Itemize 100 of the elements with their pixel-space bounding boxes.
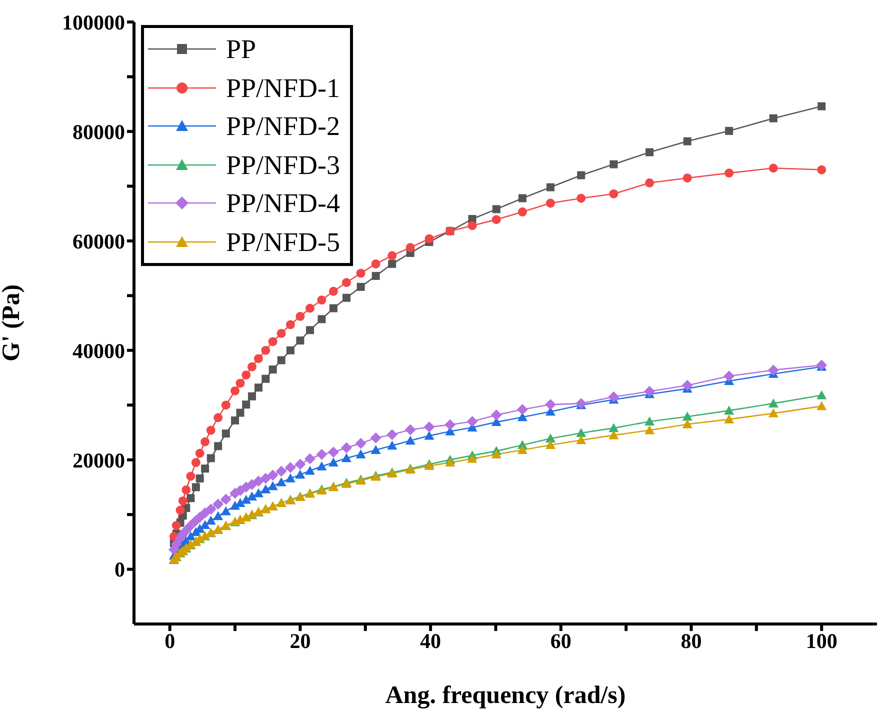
y-tick-label: 0 — [114, 558, 125, 582]
point — [683, 137, 692, 146]
point — [286, 346, 294, 354]
point — [769, 114, 778, 122]
x-tick-label: 80 — [680, 628, 702, 653]
point — [295, 470, 306, 479]
point — [220, 506, 231, 516]
point — [342, 278, 351, 287]
point — [306, 326, 314, 334]
x-tick-label: 20 — [290, 628, 311, 653]
point — [214, 413, 223, 422]
point — [342, 294, 350, 302]
point — [200, 437, 210, 446]
point — [248, 392, 256, 400]
point — [214, 442, 222, 450]
point — [191, 458, 200, 468]
x-tick-label: 60 — [550, 628, 572, 653]
point — [254, 384, 262, 392]
point — [201, 464, 210, 473]
point — [424, 421, 435, 432]
point — [205, 504, 216, 515]
point — [236, 378, 245, 388]
point — [356, 282, 365, 291]
point — [261, 346, 270, 355]
point — [186, 472, 196, 481]
point — [328, 446, 339, 458]
point — [518, 194, 526, 202]
point — [246, 491, 257, 500]
point — [340, 442, 352, 454]
point — [192, 483, 200, 492]
point — [724, 414, 734, 424]
point — [387, 440, 398, 450]
point — [724, 406, 734, 415]
point — [200, 520, 210, 529]
point — [356, 449, 366, 458]
point — [268, 337, 278, 346]
point — [185, 520, 196, 531]
point — [424, 234, 434, 244]
point — [260, 472, 272, 484]
point — [816, 401, 827, 410]
point — [172, 520, 181, 530]
point — [645, 178, 654, 188]
point — [545, 440, 556, 450]
point — [220, 494, 232, 505]
point — [276, 328, 286, 338]
point — [682, 412, 692, 421]
point — [267, 470, 278, 481]
point — [609, 189, 618, 198]
point — [213, 511, 224, 520]
point — [206, 426, 216, 435]
x-tick-label: 100 — [806, 628, 838, 653]
point — [768, 364, 779, 376]
point — [235, 498, 246, 508]
point — [644, 425, 655, 434]
point — [768, 164, 778, 173]
point — [608, 430, 619, 440]
point — [724, 370, 735, 382]
point — [242, 370, 251, 380]
point — [370, 432, 382, 444]
point — [316, 448, 328, 460]
point — [608, 391, 620, 402]
point — [817, 165, 826, 174]
point — [492, 205, 500, 214]
y-tick-label: 40000 — [72, 338, 125, 363]
point — [176, 506, 185, 515]
y-tick-label: 20000 — [72, 448, 125, 472]
point — [546, 183, 554, 192]
point — [221, 400, 230, 410]
point — [467, 454, 478, 463]
point — [768, 408, 778, 418]
point — [491, 449, 502, 458]
point — [294, 458, 306, 470]
point — [296, 312, 305, 321]
legend-label: PP/NFD-3 — [226, 148, 340, 182]
point — [230, 386, 240, 396]
point — [195, 448, 204, 458]
point — [682, 419, 692, 428]
point — [492, 215, 501, 224]
point — [305, 304, 314, 313]
point — [236, 408, 244, 417]
point — [246, 478, 258, 490]
y-axis-title: G' (Pa) — [0, 284, 25, 362]
point — [316, 461, 327, 470]
point — [405, 436, 416, 445]
point — [371, 259, 380, 268]
point — [206, 454, 215, 462]
legend-label: PP/NFD-1 — [226, 72, 340, 104]
point — [247, 362, 256, 372]
point — [404, 424, 416, 436]
point — [341, 453, 352, 462]
point — [388, 260, 396, 268]
point — [386, 429, 398, 440]
point — [260, 484, 271, 494]
point — [328, 458, 338, 467]
y-tick-label: 80000 — [72, 120, 125, 144]
point — [286, 320, 295, 330]
point — [254, 354, 263, 364]
point — [285, 473, 296, 482]
point — [372, 272, 380, 280]
point — [724, 168, 734, 178]
